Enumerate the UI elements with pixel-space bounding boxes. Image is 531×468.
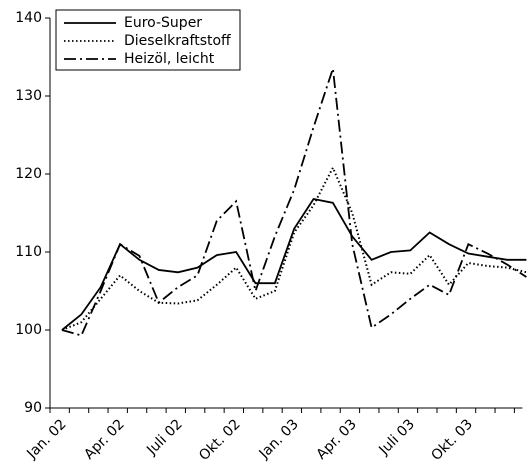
- legend: Euro-Super Dieselkraftstoff Heizöl, leicht: [55, 9, 241, 71]
- legend-label: Euro-Super: [124, 15, 202, 31]
- x-tick-label: Jan. 03: [256, 416, 302, 462]
- x-tick-label: Juli 03: [375, 416, 417, 458]
- y-tick-label: 110: [15, 244, 42, 260]
- y-tick-label: 140: [15, 10, 42, 26]
- y-tick-label: 120: [15, 166, 42, 182]
- x-tick-label: Okt. 03: [428, 416, 476, 464]
- y-tick-label: 100: [15, 322, 42, 338]
- y-tick-label: 90: [24, 400, 42, 416]
- y-tick-label: 130: [15, 88, 42, 104]
- legend-label: Dieselkraftstoff: [124, 33, 231, 49]
- legend-label: Heizöl, leicht: [124, 51, 215, 67]
- x-tick-label: Apr. 02: [81, 416, 127, 462]
- x-tick-label: Juli 02: [143, 416, 185, 458]
- x-tick-label: Jan. 02: [23, 416, 69, 462]
- series-line: [61, 68, 527, 337]
- x-tick-label: Apr. 03: [313, 416, 359, 462]
- series-line: [61, 197, 527, 331]
- legend-box: [55, 9, 241, 71]
- x-tick-label: Okt. 02: [196, 416, 244, 464]
